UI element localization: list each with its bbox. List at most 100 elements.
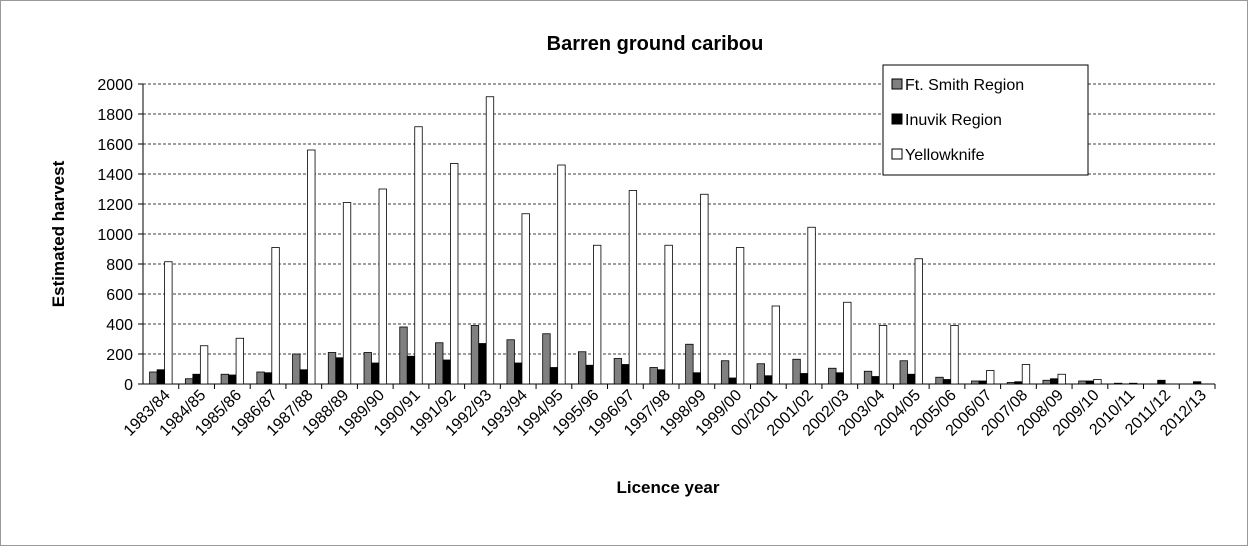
bar	[184, 378, 194, 385]
y-tick-label: 0	[124, 377, 133, 394]
bar	[414, 126, 423, 385]
bar	[263, 372, 273, 385]
bar	[256, 371, 265, 385]
bar	[406, 355, 416, 385]
bar	[506, 339, 515, 385]
y-tick-label: 1800	[97, 107, 133, 124]
bar	[450, 163, 459, 385]
bar	[549, 367, 559, 385]
bar	[442, 359, 451, 385]
bar	[1014, 381, 1023, 385]
bar	[986, 370, 995, 385]
bar	[935, 376, 944, 385]
bar	[843, 301, 852, 385]
y-tick-label: 1000	[97, 227, 133, 244]
legend-label: Inuvik Region	[905, 112, 1002, 129]
bar	[685, 343, 694, 385]
bar	[1192, 381, 1202, 385]
bar	[192, 373, 201, 385]
bar	[914, 258, 923, 385]
bar	[1078, 380, 1087, 385]
bar	[485, 96, 495, 385]
bar	[156, 369, 166, 385]
legend-label: Ft. Smith Region	[905, 77, 1024, 94]
bar	[371, 362, 380, 385]
bar	[628, 190, 638, 385]
bar	[521, 213, 530, 385]
bar	[478, 343, 487, 385]
bar	[621, 364, 630, 385]
bar	[1021, 364, 1031, 385]
bar	[878, 325, 888, 385]
bar	[593, 244, 602, 385]
bar	[1050, 378, 1059, 385]
bar	[470, 325, 480, 385]
bar	[899, 360, 908, 385]
bar	[1057, 373, 1066, 385]
bar	[799, 373, 809, 385]
bar	[1006, 382, 1016, 385]
bar	[399, 326, 408, 385]
bar	[378, 188, 387, 385]
bar	[907, 373, 916, 385]
bar	[756, 363, 765, 385]
chart-title: Barren ground caribou	[547, 33, 764, 55]
bar	[557, 164, 566, 385]
bar	[235, 337, 244, 385]
legend-swatch	[891, 148, 903, 160]
bar	[692, 372, 702, 385]
bar	[1114, 382, 1123, 385]
bar	[728, 377, 737, 385]
bar	[149, 371, 158, 385]
bar	[764, 375, 773, 385]
y-tick-label: 2000	[97, 77, 133, 94]
bar	[835, 372, 844, 385]
bar	[863, 370, 873, 385]
bar	[871, 376, 880, 385]
legend-label: Yellowknife	[905, 147, 985, 164]
y-tick-label: 400	[106, 317, 133, 334]
bar	[978, 380, 987, 385]
bar	[363, 352, 372, 385]
bar	[1129, 382, 1138, 385]
bar	[1042, 379, 1051, 385]
bar	[342, 202, 352, 385]
bar	[228, 374, 237, 385]
bar	[271, 247, 280, 385]
bar	[164, 261, 173, 385]
legend-box	[882, 64, 1089, 176]
bar	[613, 358, 623, 385]
y-tick-label: 800	[106, 257, 133, 274]
bar	[327, 352, 337, 385]
bar	[656, 369, 666, 385]
bar	[585, 364, 594, 385]
bar	[1157, 379, 1166, 385]
bar	[1093, 379, 1102, 385]
bar	[792, 358, 801, 385]
y-tick-label: 600	[106, 287, 133, 304]
bar	[771, 305, 780, 385]
y-tick-label: 1600	[97, 137, 133, 154]
legend-swatch	[891, 78, 903, 90]
y-tick-label: 200	[106, 347, 133, 364]
bar	[299, 369, 308, 385]
bar	[199, 345, 209, 385]
bar	[307, 149, 316, 385]
legend-swatch	[891, 113, 903, 125]
bar	[828, 367, 837, 385]
bar	[220, 373, 229, 385]
y-tick-label: 1400	[97, 167, 133, 184]
bar	[942, 379, 952, 385]
bar	[807, 226, 816, 385]
bar	[664, 244, 673, 385]
y-tick-label: 1200	[97, 197, 133, 214]
bar	[578, 351, 587, 385]
bar	[335, 357, 344, 385]
bar	[735, 247, 745, 385]
bar	[700, 193, 709, 385]
bar	[292, 353, 301, 385]
bar	[1085, 380, 1095, 385]
bar	[971, 380, 980, 385]
bar	[720, 360, 730, 385]
